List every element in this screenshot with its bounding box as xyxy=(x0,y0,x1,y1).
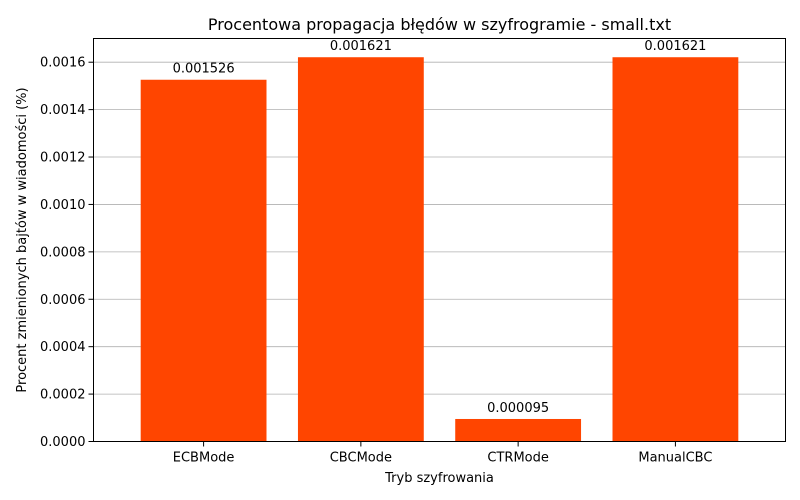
x-tick-label: ManualCBC xyxy=(638,451,712,466)
plot-frame xyxy=(93,38,786,442)
data-label-ctrmode: 0.000095 xyxy=(487,401,549,416)
x-axis-title: Tryb szyfrowania xyxy=(384,471,494,486)
y-tick-label: 0.0004 xyxy=(40,340,86,355)
data-labels: 0.001526 0.001621 0.000095 0.001621 xyxy=(173,39,707,416)
x-tick-label: CBCMode xyxy=(330,451,392,466)
data-label-ecbmode: 0.001526 xyxy=(173,62,235,77)
data-label-manualcbc: 0.001621 xyxy=(644,39,706,54)
x-tick-label: CTRMode xyxy=(487,451,548,466)
data-label-cbcmode: 0.001621 xyxy=(330,39,392,54)
y-tick-label: 0.0000 xyxy=(40,435,86,450)
y-tick-label: 0.0016 xyxy=(40,56,86,71)
bars xyxy=(140,57,739,442)
x-axis-ticks: ECBMode CBCMode CTRMode ManualCBC xyxy=(173,441,712,466)
y-tick-label: 0.0014 xyxy=(40,103,86,118)
y-tick-label: 0.0006 xyxy=(40,293,86,308)
bar-ecbmode xyxy=(140,79,267,442)
y-axis-title: Procent zmienionych bajtów w wiadomości … xyxy=(15,87,30,392)
bar-ctrmode xyxy=(455,418,582,442)
bar-manualcbc xyxy=(612,57,739,442)
y-tick-label: 0.0008 xyxy=(40,245,86,260)
x-tick-label: ECBMode xyxy=(173,451,235,466)
y-tick-label: 0.0012 xyxy=(40,151,86,166)
y-axis-ticks: 0.0000 0.0002 0.0004 0.0006 0.0008 0.0010 0.00… xyxy=(40,56,94,450)
chart-title: Procentowa propagacja błędów w szyfrogra… xyxy=(208,15,671,34)
y-tick-label: 0.0002 xyxy=(40,388,86,403)
bar-cbcmode xyxy=(297,57,424,442)
y-tick-label: 0.0010 xyxy=(40,198,86,213)
